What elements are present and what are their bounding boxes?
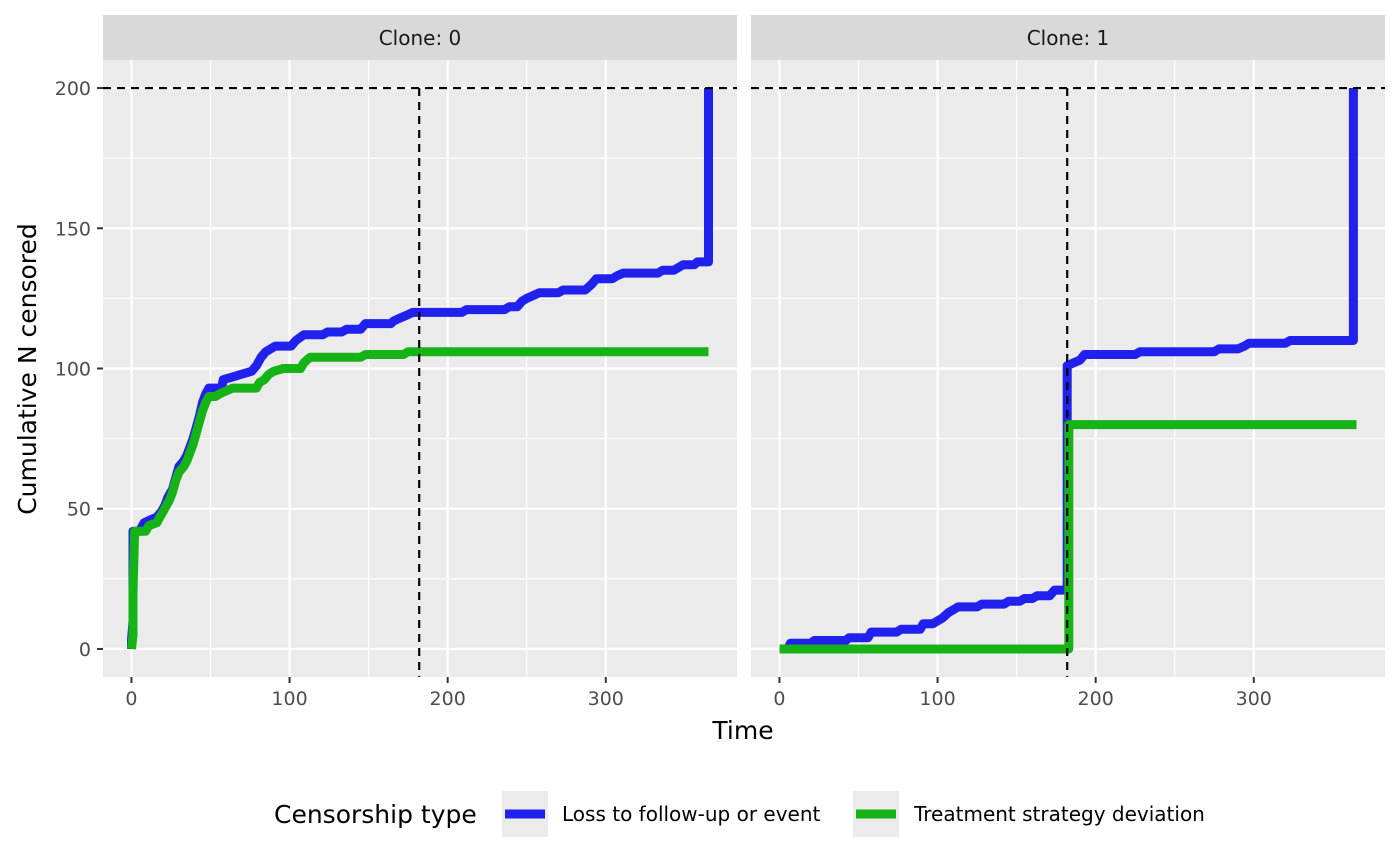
legend-label-deviation: Treatment strategy deviation — [913, 802, 1205, 826]
x-tick-label: 100 — [919, 688, 955, 710]
facet-panels: Clone: 0 Clone: 1 — [103, 15, 1385, 677]
strip-label: Clone: 0 — [379, 26, 462, 50]
series-line-deviation — [779, 420, 1357, 654]
series-line-deviation — [127, 347, 709, 650]
x-tick-label: 0 — [125, 688, 137, 710]
x-tick-label: 200 — [430, 688, 466, 710]
y-axis-title: Cumulative N censored — [13, 223, 42, 515]
y-axis: 0 50 100 150 200 — [55, 78, 103, 661]
legend-title: Censorship type — [274, 800, 477, 829]
x-tick-label: 100 — [271, 688, 307, 710]
x-tick-label: 200 — [1078, 688, 1114, 710]
x-tick-label: 300 — [1236, 688, 1272, 710]
y-tick-label: 50 — [67, 499, 91, 521]
strip-label: Clone: 1 — [1027, 26, 1110, 50]
y-tick-label: 100 — [55, 359, 91, 381]
x-tick-label: 300 — [588, 688, 624, 710]
legend-item-loss: Loss to follow-up or event — [502, 791, 821, 837]
x-tick-label: 0 — [773, 688, 785, 710]
strip-background — [103, 15, 737, 60]
y-tick-label: 0 — [79, 639, 91, 661]
strip-background — [751, 15, 1385, 60]
panel-0: Clone: 0 — [103, 15, 737, 677]
y-tick-label: 150 — [55, 218, 91, 240]
panel-1: Clone: 1 — [751, 15, 1385, 677]
y-tick-label: 200 — [55, 78, 91, 100]
series-line-loss — [783, 88, 1358, 652]
legend-label-loss: Loss to follow-up or event — [562, 802, 821, 826]
x-axis-title: Time — [711, 716, 773, 745]
legend: Censorship type Loss to follow-up or eve… — [274, 791, 1205, 837]
legend-item-deviation: Treatment strategy deviation — [853, 791, 1205, 837]
x-axis: 0 100 200 300 0 100 200 300 — [125, 677, 1272, 710]
